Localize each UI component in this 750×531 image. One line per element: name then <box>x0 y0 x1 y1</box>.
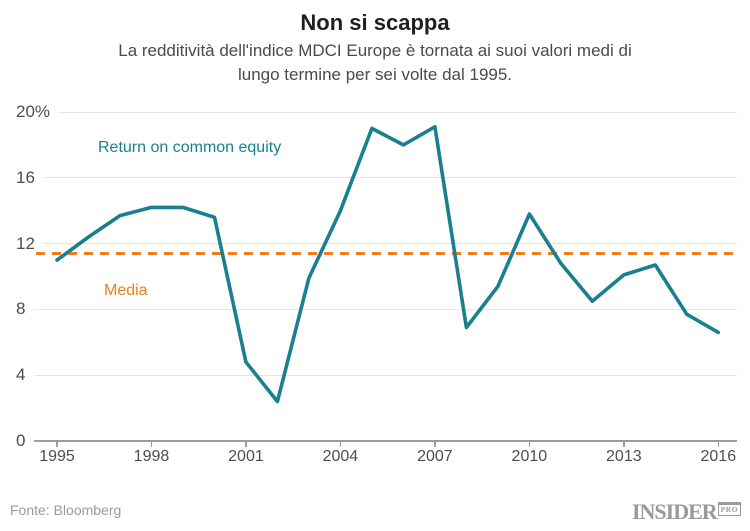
y-axis-tick-label: 4 <box>16 365 26 385</box>
x-axis-tick-mark <box>339 442 342 447</box>
series-label-return-on-common-equity: Return on common equity <box>98 139 282 156</box>
reference-line-label-media: Media <box>104 282 148 299</box>
x-axis-tick-mark <box>150 442 153 447</box>
x-axis-tick-mark <box>245 442 247 447</box>
y-gridline-row-8: 8 <box>16 299 737 319</box>
x-axis-baseline <box>34 440 737 442</box>
y-gridline-row-16: 16 <box>16 168 737 188</box>
y-gridline-row-12: 12 <box>16 234 737 254</box>
horizontal-gridline <box>43 177 737 179</box>
chart-title: Non si scappa <box>300 10 450 35</box>
x-axis-tick-mark <box>528 442 531 447</box>
y-axis-tick-label: 12 <box>16 233 35 253</box>
x-axis-tick-label: 1998 <box>133 448 170 465</box>
y-axis-tick-label: 8 <box>16 299 26 319</box>
logo-wordmark: INSIDER <box>631 499 718 524</box>
x-axis-tick-label: 2004 <box>322 448 359 465</box>
x-axis-tick-label: 2007 <box>417 448 453 465</box>
x-axis-tick-label: 2001 <box>228 448 264 465</box>
y-axis-tick-label: 0 <box>16 431 26 450</box>
logo-pro-badge: PRO <box>717 502 741 516</box>
source-attribution: Fonte: Bloomberg <box>10 502 122 518</box>
insider-pro-logo: INSIDER PRO <box>632 501 741 523</box>
y-gridline-row-0: 0 <box>16 431 737 451</box>
y-gridline-row-20pct: 20% <box>16 102 737 122</box>
horizontal-gridline <box>34 308 737 310</box>
x-axis-tick-mark <box>717 442 720 447</box>
y-axis-tick-label: 20% <box>16 102 51 121</box>
x-axis-tick-label: 1995 <box>39 448 75 465</box>
horizontal-gridline <box>43 243 737 245</box>
x-axis-tick-mark <box>623 442 625 447</box>
x-axis-tick-label: 2016 <box>700 448 737 465</box>
y-axis-tick-label: 16 <box>16 167 35 187</box>
x-axis-tick-label: 2010 <box>511 448 548 465</box>
x-axis-tick-label: 2013 <box>606 448 642 465</box>
x-axis-tick-mark <box>56 442 58 447</box>
chart-subtitle: La redditività dell'indice MDCI Europe è… <box>118 41 632 84</box>
y-gridline-row-4: 4 <box>16 365 737 385</box>
horizontal-gridline <box>59 111 737 113</box>
x-axis-tick-mark <box>434 442 436 447</box>
horizontal-gridline <box>34 374 737 376</box>
